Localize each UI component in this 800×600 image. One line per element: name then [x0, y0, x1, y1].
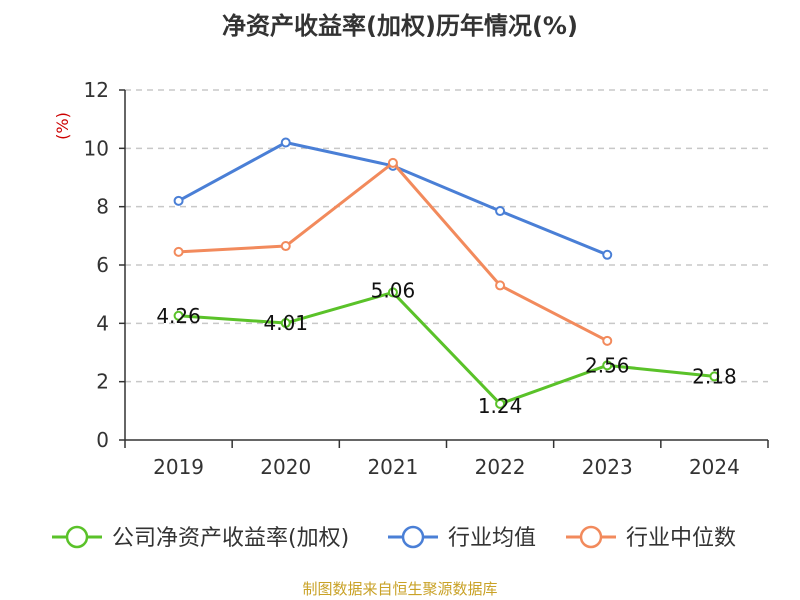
- legend: 公司净资产收益率(加权) 行业均值 行业中位数: [52, 525, 736, 551]
- series-0-point: [495, 398, 506, 409]
- series-0-point: [173, 310, 184, 321]
- series-1-point: [280, 137, 291, 148]
- legend-circle-swatch: [401, 525, 425, 549]
- series-line-2: [177, 161, 609, 343]
- data-label: 1.24: [478, 394, 523, 418]
- legend-item-1[interactable]: 行业均值: [388, 525, 536, 551]
- series-0-point: [387, 287, 398, 298]
- series-2-point: [387, 157, 398, 168]
- x-tick-label: 2019: [153, 455, 204, 479]
- legend-item-2[interactable]: 行业中位数: [566, 525, 736, 551]
- data-label: 4.26: [156, 304, 201, 328]
- y-tick-label: 0: [96, 428, 109, 452]
- series-2-point: [173, 246, 184, 257]
- x-tick-label: 2020: [260, 455, 311, 479]
- data-label: 2.56: [585, 353, 630, 377]
- legend-circle-swatch: [65, 525, 89, 549]
- y-axis-unit-label: (%): [53, 112, 72, 140]
- series-2-point: [280, 241, 291, 252]
- y-tick-label: 10: [84, 136, 109, 160]
- x-tick-label: 2021: [367, 455, 418, 479]
- y-tick-label: 2: [96, 370, 109, 394]
- axis-layer: 0 2 4 6 8 10 12 2019 2020 2021 2022 2023 2024: [84, 78, 769, 479]
- series-0-point: [280, 318, 291, 329]
- data-label: 2.18: [692, 364, 737, 388]
- series-0-point: [602, 360, 613, 371]
- series-0-point: [709, 371, 720, 382]
- series-1-point: [602, 249, 613, 260]
- series-2-point: [495, 280, 506, 291]
- x-tick-label: 2024: [689, 455, 740, 479]
- data-label: 5.06: [371, 278, 416, 302]
- series-2-point: [602, 335, 613, 346]
- x-tick-label: 2022: [475, 455, 526, 479]
- data-label: 4.01: [263, 311, 308, 335]
- grid-layer: [125, 89, 768, 383]
- source-note: 制图数据来自恒生聚源数据库: [302, 580, 497, 598]
- legend-label: 公司净资产收益率(加权): [112, 526, 349, 551]
- y-tick-label: 6: [96, 253, 109, 277]
- y-tick-label: 8: [96, 195, 109, 219]
- series-1-point: [173, 195, 184, 206]
- series-1-point: [495, 206, 506, 217]
- x-tick-label: 2023: [582, 455, 633, 479]
- chart-title: 净资产收益率(加权)历年情况(%): [222, 12, 578, 40]
- y-tick-label: 12: [84, 78, 109, 102]
- legend-label: 行业均值: [448, 526, 536, 551]
- data-label-layer: 4.26 4.01 5.06 1.24 2.56 2.18: [156, 278, 736, 417]
- legend-circle-swatch: [579, 525, 603, 549]
- legend-label: 行业中位数: [626, 526, 736, 551]
- series-line-0: [177, 290, 716, 406]
- y-tick-label: 4: [96, 311, 109, 335]
- legend-item-0[interactable]: 公司净资产收益率(加权): [52, 525, 349, 551]
- series-layer: [173, 137, 720, 409]
